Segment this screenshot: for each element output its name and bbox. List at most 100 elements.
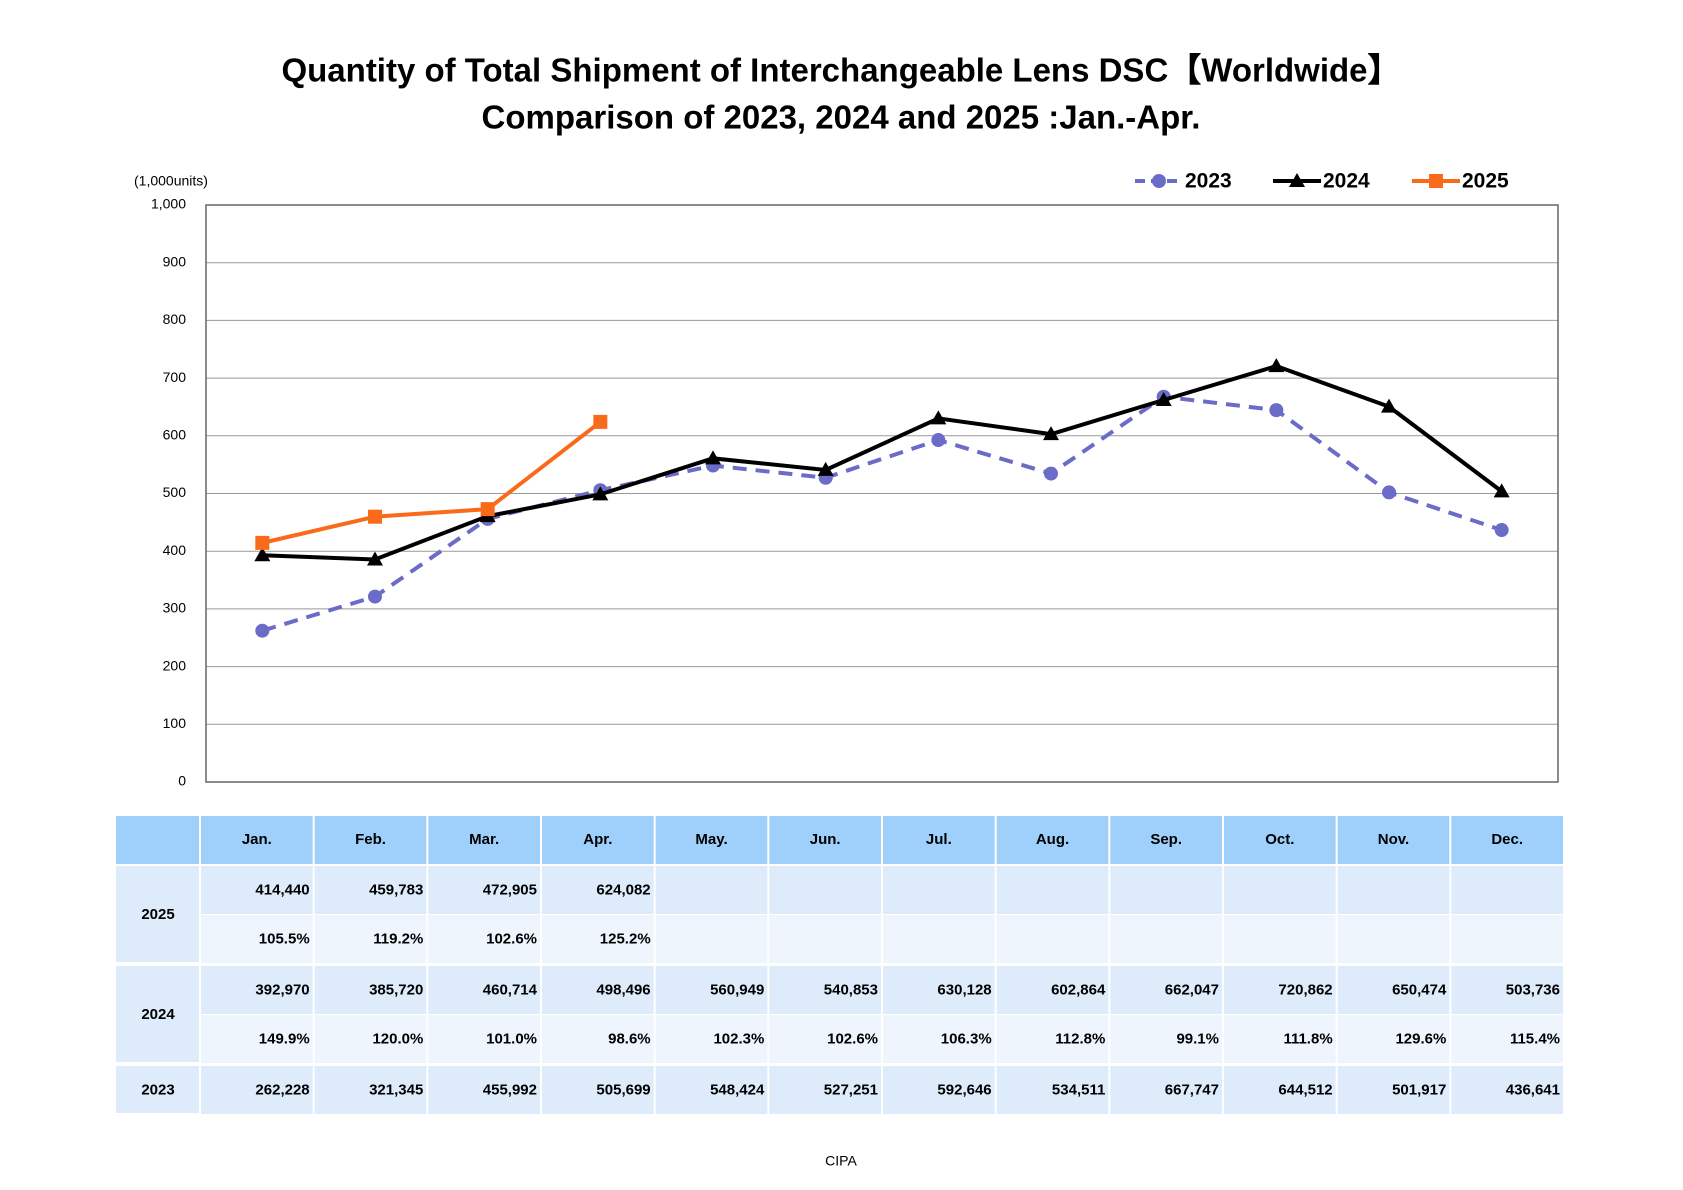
table-cell: 125.2% [600, 930, 651, 947]
table-cell: 472,905 [483, 881, 537, 898]
y-tick-label: 600 [163, 427, 187, 443]
y-tick-label: 300 [163, 600, 187, 616]
table-cell: 498,496 [596, 981, 650, 998]
chart-subtitle: Comparison of 2023, 2024 and 2025 :Jan.-… [482, 99, 1201, 136]
table-cell: 385,720 [369, 981, 423, 998]
point [1155, 391, 1172, 406]
table-cell: 592,646 [937, 1081, 991, 1098]
table-cell: 459,783 [369, 881, 423, 898]
table-cell: 527,251 [824, 1081, 878, 1098]
table-cell: 630,128 [937, 981, 991, 998]
y-tick-label: 200 [163, 657, 187, 673]
table-cell: 662,047 [1165, 981, 1219, 998]
row-label-bg [116, 866, 200, 962]
row-label: 2025 [141, 906, 174, 923]
table-cell: 503,736 [1506, 981, 1560, 998]
point [255, 535, 270, 550]
legend-marker [1152, 174, 1166, 188]
legend-label: 2023 [1185, 170, 1232, 193]
point [255, 623, 270, 638]
point [1269, 403, 1284, 418]
legend-label: 2024 [1323, 170, 1370, 193]
point [1381, 398, 1397, 413]
table-cell: 602,864 [1051, 981, 1106, 998]
table-header: May. [695, 831, 727, 848]
table-header: Sep. [1150, 831, 1182, 848]
y-tick-label: 0 [178, 773, 186, 789]
legend-label: 2025 [1462, 170, 1509, 193]
table-header: Feb. [355, 831, 386, 848]
chart-title: Quantity of Total Shipment of Interchang… [281, 52, 1400, 89]
table-cell: 102.6% [827, 1030, 878, 1047]
table-cell: 560,949 [710, 981, 764, 998]
table-cell: 720,862 [1278, 981, 1332, 998]
table-cell: 112.8% [1055, 1030, 1105, 1047]
table-cell: 534,511 [1052, 1081, 1105, 1098]
table-cell: 262,228 [255, 1081, 309, 1098]
y-tick-label: 900 [163, 253, 187, 269]
y-axis-label: (1,000units) [134, 173, 208, 189]
table-cell: 102.3% [713, 1030, 764, 1047]
table-cell: 119.2% [373, 930, 423, 947]
table-cell: 106.3% [941, 1030, 992, 1047]
table-cell: 436,641 [1506, 1081, 1560, 1098]
point [1043, 426, 1059, 441]
point [1044, 466, 1058, 481]
table-header-bg [116, 816, 1564, 864]
table-cell: 101.0% [486, 1030, 537, 1047]
y-tick-label: 700 [163, 369, 187, 385]
point [931, 433, 946, 448]
table-cell: 99.1% [1176, 1030, 1219, 1047]
table-header: Apr. [583, 831, 612, 848]
table-cell: 111.8% [1283, 1030, 1332, 1047]
point [817, 461, 834, 476]
series-line [261, 394, 1503, 633]
table-cell: 644,512 [1278, 1081, 1332, 1098]
table-cell: 540,853 [824, 981, 878, 998]
table-cell: 98.6% [608, 1030, 651, 1047]
table-cell: 624,082 [596, 881, 650, 898]
table-cell: 460,714 [483, 981, 538, 998]
table-cell: 105.5% [259, 930, 310, 947]
table-cell: 115.4% [1510, 1030, 1560, 1047]
table-cell: 548,424 [710, 1081, 765, 1098]
table-cell: 120.0% [372, 1030, 423, 1047]
row-label-bg [116, 966, 200, 1062]
table-header: Dec. [1491, 831, 1523, 848]
y-tick-label: 1,000 [151, 196, 186, 212]
table-cell: 501,917 [1392, 1081, 1446, 1098]
point [367, 551, 383, 566]
table-header: Nov. [1378, 831, 1409, 848]
point [1494, 523, 1509, 538]
point [254, 547, 271, 562]
table-cell: 321,345 [369, 1081, 423, 1098]
table-header: Jan. [242, 831, 272, 848]
table-cell: 455,992 [483, 1081, 537, 1098]
legend-marker [1289, 173, 1305, 187]
y-tick-label: 400 [163, 542, 187, 558]
series-line [262, 363, 1503, 562]
y-tick-label: 800 [163, 311, 187, 327]
table-header: Jun. [810, 831, 841, 848]
table-cell: 149.9% [259, 1030, 310, 1047]
row-label: 2023 [141, 1081, 174, 1098]
table-cell: 102.6% [486, 930, 537, 947]
y-tick-label: 100 [163, 715, 187, 731]
footer: CIPA [825, 1153, 857, 1169]
point [1268, 358, 1285, 373]
legend-marker [1429, 174, 1443, 188]
table-cell: 129.6% [1395, 1030, 1446, 1047]
point [592, 486, 609, 501]
series-line [261, 420, 602, 545]
row-label-bg [116, 1066, 200, 1113]
table-header: Oct. [1265, 831, 1294, 848]
table-cell: 667,747 [1165, 1081, 1219, 1098]
point [1382, 485, 1396, 500]
table-header: Jul. [926, 831, 952, 848]
table-cell: 392,970 [255, 981, 309, 998]
point [930, 410, 947, 425]
row-label: 2024 [141, 1006, 175, 1023]
table-cell: 505,699 [596, 1081, 650, 1098]
table-cell: 414,440 [255, 881, 309, 898]
